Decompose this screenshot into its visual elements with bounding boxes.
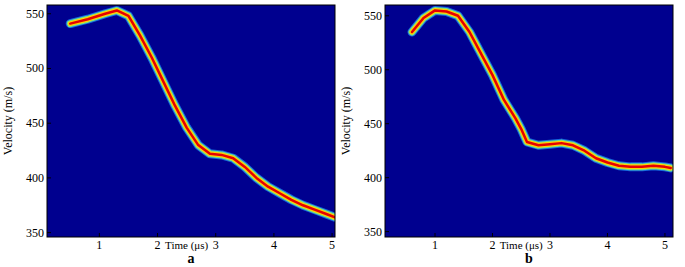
y-tick-label: 450 (26, 116, 44, 130)
plot-background (385, 5, 673, 237)
velocity-ridge (70, 10, 335, 217)
plot-frame (47, 5, 335, 237)
x-tick (435, 233, 436, 237)
velocity-ridge (70, 10, 335, 217)
panel: 35040045050055012345Time (μs)Velocity (m… (1, 5, 335, 266)
y-tick-label: 550 (26, 7, 44, 21)
panel: 350 400 450 500 550 1 2 3 4 5 Time (μs) Velocity (m… (339, 5, 673, 266)
y-tick-label: 350 (26, 226, 44, 240)
velocity-ridge (412, 10, 671, 168)
x-tick (549, 233, 550, 237)
y-tick (385, 69, 389, 70)
y-tick (385, 177, 389, 178)
y-axis-label: Velocity (m/s) (339, 87, 353, 155)
x-tick-label: 5 (662, 238, 668, 252)
x-tick (99, 233, 100, 237)
x-tick-label: 3 (547, 238, 553, 252)
x-tick-label: 3 (213, 238, 219, 252)
plot-frame (385, 5, 673, 237)
y-tick-label: 400 (26, 171, 44, 185)
x-tick-label: 4 (271, 238, 277, 252)
x-tick-label: 4 (604, 238, 610, 252)
velocity-ridge (412, 10, 671, 168)
x-tick-label: 1 (432, 238, 438, 252)
y-tick-label: 550 (364, 9, 382, 23)
x-tick (332, 233, 333, 237)
x-axis-label: Time (μs) (500, 239, 543, 252)
y-tick (47, 232, 51, 233)
velocity-ridge (412, 10, 671, 168)
y-tick-label: 500 (26, 61, 44, 75)
x-tick-label: 2 (489, 238, 495, 252)
x-tick (273, 233, 274, 237)
x-tick (492, 233, 493, 237)
ridge-group (70, 10, 335, 217)
y-tick-label: 500 (364, 63, 382, 77)
velocity-ridge (70, 10, 335, 217)
y-tick (385, 123, 389, 124)
y-tick (385, 231, 389, 232)
x-tick-label: 2 (155, 238, 161, 252)
y-tick-label: 450 (364, 117, 382, 131)
figure: 350 400 450 500 550 1 2 3 4 5 Time (μs) Velocity (m… (0, 0, 685, 267)
y-tick (385, 15, 389, 16)
panel-label: a (188, 251, 195, 266)
y-tick (47, 13, 51, 14)
y-tick-label: 400 (364, 171, 382, 185)
y-tick-label: 350 (364, 225, 382, 239)
plot-background (47, 5, 335, 237)
velocity-ridge (412, 10, 671, 168)
panel-label: b (525, 251, 533, 266)
x-tick (664, 233, 665, 237)
ridge-group (412, 10, 671, 168)
y-tick (47, 177, 51, 178)
y-axis-label: Velocity (m/s) (1, 87, 15, 155)
x-tick (215, 233, 216, 237)
x-tick-label: 5 (329, 238, 335, 252)
x-tick (607, 233, 608, 237)
x-tick (157, 233, 158, 237)
y-tick (47, 123, 51, 124)
velocity-ridge (70, 10, 335, 217)
x-tick-label: 1 (96, 238, 102, 252)
y-tick (47, 68, 51, 69)
